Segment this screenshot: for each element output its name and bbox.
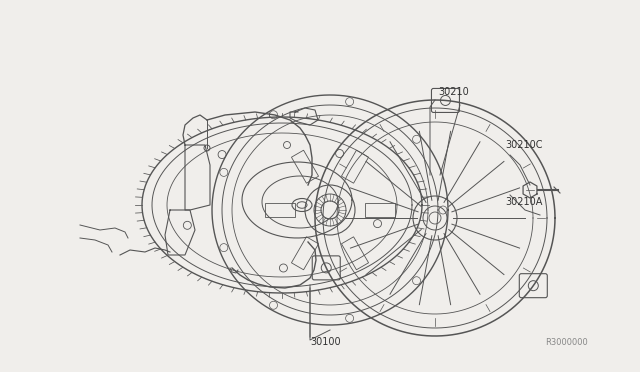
Text: R3000000: R3000000: [545, 338, 588, 347]
Text: 30100: 30100: [310, 337, 340, 347]
Text: 30210: 30210: [438, 87, 468, 97]
Text: 30210A: 30210A: [505, 197, 542, 207]
Text: 30210C: 30210C: [505, 140, 543, 150]
